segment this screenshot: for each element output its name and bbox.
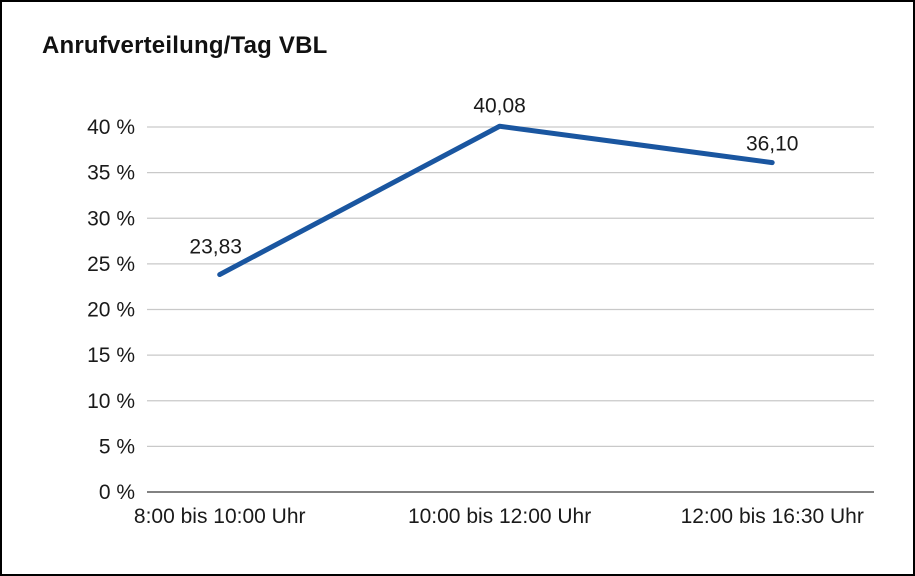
- y-axis-tick-label: 10 %: [87, 390, 135, 413]
- data-label: 40,08: [473, 94, 526, 117]
- y-axis-tick-label: 30 %: [87, 207, 135, 230]
- data-label: 36,10: [746, 133, 799, 156]
- y-axis-tick-label: 0 %: [99, 481, 135, 504]
- y-axis-tick-label: 15 %: [87, 344, 135, 367]
- y-axis-tick-label: 40 %: [87, 116, 135, 139]
- chart-title: Anrufverteilung/Tag VBL: [42, 32, 328, 59]
- y-axis-tick-label: 35 %: [87, 162, 135, 185]
- data-label: 23,83: [189, 236, 242, 259]
- series-line: [217, 123, 775, 278]
- x-axis-label: 12:00 bis 16:30 Uhr: [681, 505, 864, 528]
- y-axis-tick-label: 20 %: [87, 299, 135, 322]
- y-axis-tick-label: 5 %: [99, 435, 135, 458]
- x-axis-label: 8:00 bis 10:00 Uhr: [134, 505, 306, 528]
- y-axis-tick-label: 25 %: [87, 253, 135, 276]
- x-axis-label: 10:00 bis 12:00 Uhr: [408, 505, 591, 528]
